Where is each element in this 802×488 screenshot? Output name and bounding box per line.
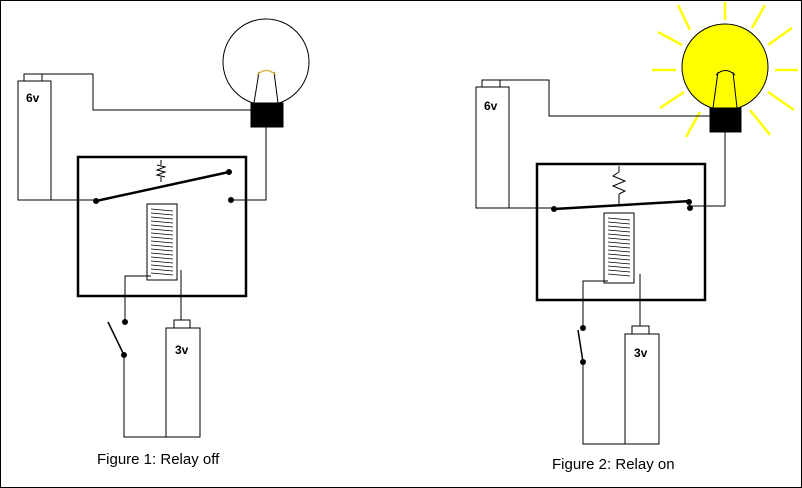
fig1-6v-label: 6v bbox=[26, 91, 40, 105]
relay-spring bbox=[155, 160, 167, 182]
fig1-caption: Figure 1: Relay off bbox=[97, 451, 220, 468]
fig2-3v-label: 3v bbox=[634, 346, 648, 360]
wire-coil-to-switch bbox=[124, 275, 151, 322]
figure-relay-off bbox=[17, 18, 310, 438]
relay-spring bbox=[611, 166, 627, 204]
wire-switch-to-3v bbox=[123, 355, 181, 438]
bulb-on bbox=[681, 23, 769, 133]
bulb-off bbox=[222, 18, 310, 128]
wire-switch-to-3v bbox=[582, 362, 640, 445]
main-battery bbox=[475, 79, 510, 209]
relay-housing bbox=[535, 162, 707, 302]
wire-coil-to-switch bbox=[582, 280, 608, 328]
coil-battery bbox=[165, 319, 201, 438]
fig2-caption: Figure 2: Relay on bbox=[552, 456, 675, 473]
coil-switch-closed bbox=[577, 325, 586, 365]
wire-bulb-to-contact bbox=[231, 127, 267, 201]
figure-relay-on bbox=[475, 2, 798, 445]
main-battery bbox=[17, 73, 52, 201]
coil-switch-open bbox=[107, 319, 128, 358]
fig2-6v-label: 6v bbox=[484, 99, 498, 113]
relay-coil bbox=[603, 212, 635, 284]
relay-contact-arm bbox=[553, 199, 692, 211]
fig1-3v-label: 3v bbox=[175, 343, 189, 357]
relay-contact-arm bbox=[95, 170, 230, 203]
wire-battery-to-bulb bbox=[42, 73, 251, 111]
wire-bulb-to-contact bbox=[690, 132, 726, 207]
coil-battery bbox=[624, 325, 660, 445]
relay-coil bbox=[146, 203, 178, 281]
relay-housing bbox=[76, 155, 248, 298]
wire-battery-to-bulb bbox=[500, 79, 710, 117]
